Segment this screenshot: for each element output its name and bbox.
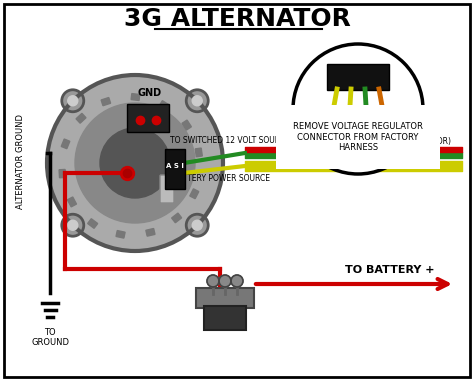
Bar bbox=[88, 219, 98, 228]
FancyBboxPatch shape bbox=[127, 104, 169, 132]
Circle shape bbox=[62, 90, 84, 112]
Circle shape bbox=[192, 96, 202, 106]
Bar bbox=[61, 139, 70, 149]
Circle shape bbox=[293, 44, 423, 174]
Text: GREEN/RED: GREEN/RED bbox=[359, 148, 421, 158]
Text: (NOT USED W/ 3G ALTERNATOR): (NOT USED W/ 3G ALTERNATOR) bbox=[328, 136, 452, 146]
Bar bbox=[182, 120, 191, 130]
FancyBboxPatch shape bbox=[4, 4, 470, 377]
Circle shape bbox=[231, 275, 243, 287]
Text: Orange: Orange bbox=[379, 116, 388, 140]
Text: GND: GND bbox=[138, 88, 162, 98]
Text: TO
GROUND: TO GROUND bbox=[31, 328, 69, 347]
Circle shape bbox=[192, 220, 202, 230]
Circle shape bbox=[186, 214, 208, 236]
Bar bbox=[59, 170, 65, 178]
Bar bbox=[190, 189, 199, 199]
Circle shape bbox=[68, 220, 78, 230]
Bar bbox=[159, 101, 169, 110]
Text: REMOVE VOLTAGE REGULATOR
CONNECTOR FROM FACTORY
HARNESS: REMOVE VOLTAGE REGULATOR CONNECTOR FROM … bbox=[293, 122, 423, 152]
Circle shape bbox=[62, 214, 84, 236]
FancyBboxPatch shape bbox=[160, 175, 174, 203]
Text: Yellow: Yellow bbox=[328, 116, 337, 136]
Bar bbox=[67, 197, 76, 207]
Text: TO BATTERY POWER SOURCE: TO BATTERY POWER SOURCE bbox=[160, 174, 270, 183]
Text: A S I: A S I bbox=[166, 163, 184, 169]
Circle shape bbox=[100, 128, 170, 198]
Text: Yellow: Yellow bbox=[346, 116, 354, 136]
FancyBboxPatch shape bbox=[165, 149, 185, 189]
Text: 3G ALTERNATOR: 3G ALTERNATOR bbox=[124, 7, 350, 31]
Circle shape bbox=[47, 75, 223, 251]
Bar bbox=[146, 229, 155, 236]
Bar bbox=[101, 98, 110, 106]
Text: TO BATTERY +: TO BATTERY + bbox=[345, 265, 435, 275]
Text: YELLOW: YELLOW bbox=[368, 161, 412, 171]
Bar bbox=[131, 94, 140, 101]
Circle shape bbox=[207, 275, 219, 287]
Bar bbox=[195, 148, 202, 157]
Text: TO SWITCHED 12 VOLT SOURCE: TO SWITCHED 12 VOLT SOURCE bbox=[170, 136, 290, 145]
Circle shape bbox=[68, 96, 78, 106]
Bar bbox=[172, 213, 182, 223]
FancyBboxPatch shape bbox=[204, 306, 246, 330]
Bar bbox=[76, 113, 86, 123]
Circle shape bbox=[75, 103, 195, 223]
Text: Green/Red: Green/Red bbox=[361, 116, 372, 149]
Text: ALTERNATOR GROUND: ALTERNATOR GROUND bbox=[16, 114, 25, 208]
FancyBboxPatch shape bbox=[196, 288, 254, 308]
Circle shape bbox=[186, 90, 208, 112]
FancyBboxPatch shape bbox=[327, 64, 389, 90]
Circle shape bbox=[219, 275, 231, 287]
Bar bbox=[116, 231, 125, 238]
